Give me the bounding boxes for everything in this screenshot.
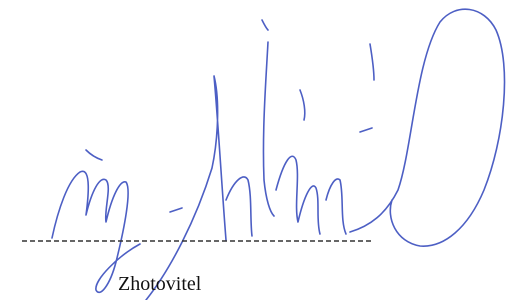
signature-stroke [170, 208, 182, 212]
signature-stroke [326, 179, 346, 234]
signature-block: Zhotovitel [0, 0, 524, 300]
signature-stroke [263, 42, 274, 216]
signature-drawing [0, 0, 524, 300]
signature-stroke [350, 9, 505, 246]
signature-stroke [360, 128, 372, 132]
signature-caption: Zhotovitel [118, 272, 201, 296]
signature-stroke [146, 76, 226, 300]
signature-stroke [300, 90, 305, 120]
signature-stroke [262, 20, 268, 30]
signature-stroke [370, 44, 374, 80]
signature-stroke [86, 150, 102, 160]
signature-stroke [276, 156, 320, 234]
signature-stroke [226, 177, 252, 236]
